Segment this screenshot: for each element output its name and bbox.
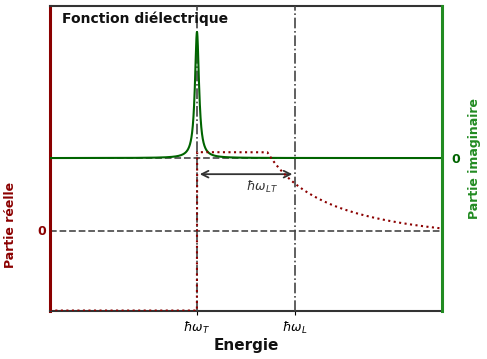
- Text: Partie réelle: Partie réelle: [4, 182, 17, 268]
- X-axis label: Energie: Energie: [213, 339, 279, 354]
- Y-axis label: Partie imaginaire: Partie imaginaire: [468, 98, 482, 219]
- Text: 0: 0: [37, 225, 46, 238]
- Text: $\hbar\omega_{LT}$: $\hbar\omega_{LT}$: [246, 178, 279, 195]
- Text: Fonction diélectrique: Fonction diélectrique: [61, 11, 228, 26]
